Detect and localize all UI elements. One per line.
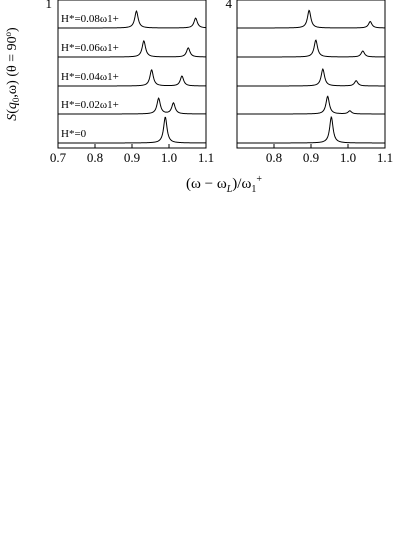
x-tick-label-1-3: 1.0	[161, 150, 177, 165]
series-label-1: H*=0.02ω1+	[61, 99, 119, 111]
series-line-2-3	[237, 39, 386, 58]
series-line-2-2	[237, 67, 386, 87]
x-tick-label-2-3: 1.1	[377, 150, 393, 165]
series-line-2-1	[237, 95, 385, 115]
x-tick-label-2-2: 1.0	[340, 150, 356, 165]
x-tick-label-1-2: 0.9	[124, 150, 140, 165]
panel-1: 1 H*=0H*=0.02ω1+H*=0.04ω1+H*=0.06ω1+H*=0…	[46, 0, 214, 165]
x-tick-label-2-0: 0.8	[266, 150, 282, 165]
panel-1-series-labels: H*=0 H*=0.02ω1+ H*=0.04ω1+ H*=0.06ω1+ H*=0.0…	[61, 13, 119, 140]
series-line-1-2	[58, 69, 207, 87]
series-line-2-4	[237, 9, 386, 29]
series-line-1-4	[58, 10, 207, 29]
panel-1-curves	[58, 10, 207, 144]
panel-4-label: 4	[226, 0, 233, 11]
series-line-1-0	[58, 116, 207, 144]
x-tick-label-1-0: 0.7	[50, 150, 67, 165]
series-label-2: H*=0.04ω1+	[61, 71, 119, 83]
series-label-3: H*=0.06ω1+	[61, 42, 119, 54]
panel-4-x-ticks: 0.8 0.9 1.0 1.1	[266, 144, 393, 165]
panel-4-curves	[237, 9, 386, 144]
panel-4: 4 0.8 0.9 1.0 1.1	[226, 0, 393, 165]
y-axis-label: S(q0,ω) (θ = 90o)	[3, 27, 21, 121]
x-tick-label-1-4: 1.1	[198, 150, 214, 165]
series-line-2-0	[237, 115, 385, 144]
panel-1-x-ticks: 0.7 0.8 0.9 1.0 1.1	[50, 144, 214, 165]
series-label-4: H*=0.08ω1+	[61, 13, 119, 25]
x-tick-label-2-1: 0.9	[303, 150, 319, 165]
x-tick-label-1-1: 0.8	[87, 150, 103, 165]
series-label-0: H*=0	[61, 128, 87, 140]
series-line-1-1	[58, 97, 206, 115]
series-line-1-3	[58, 39, 206, 58]
panel-1-label: 1	[46, 0, 53, 11]
panel-4-frame	[236, 0, 386, 149]
x-axis-label: (ω − ωL)/ω1+	[186, 174, 262, 195]
